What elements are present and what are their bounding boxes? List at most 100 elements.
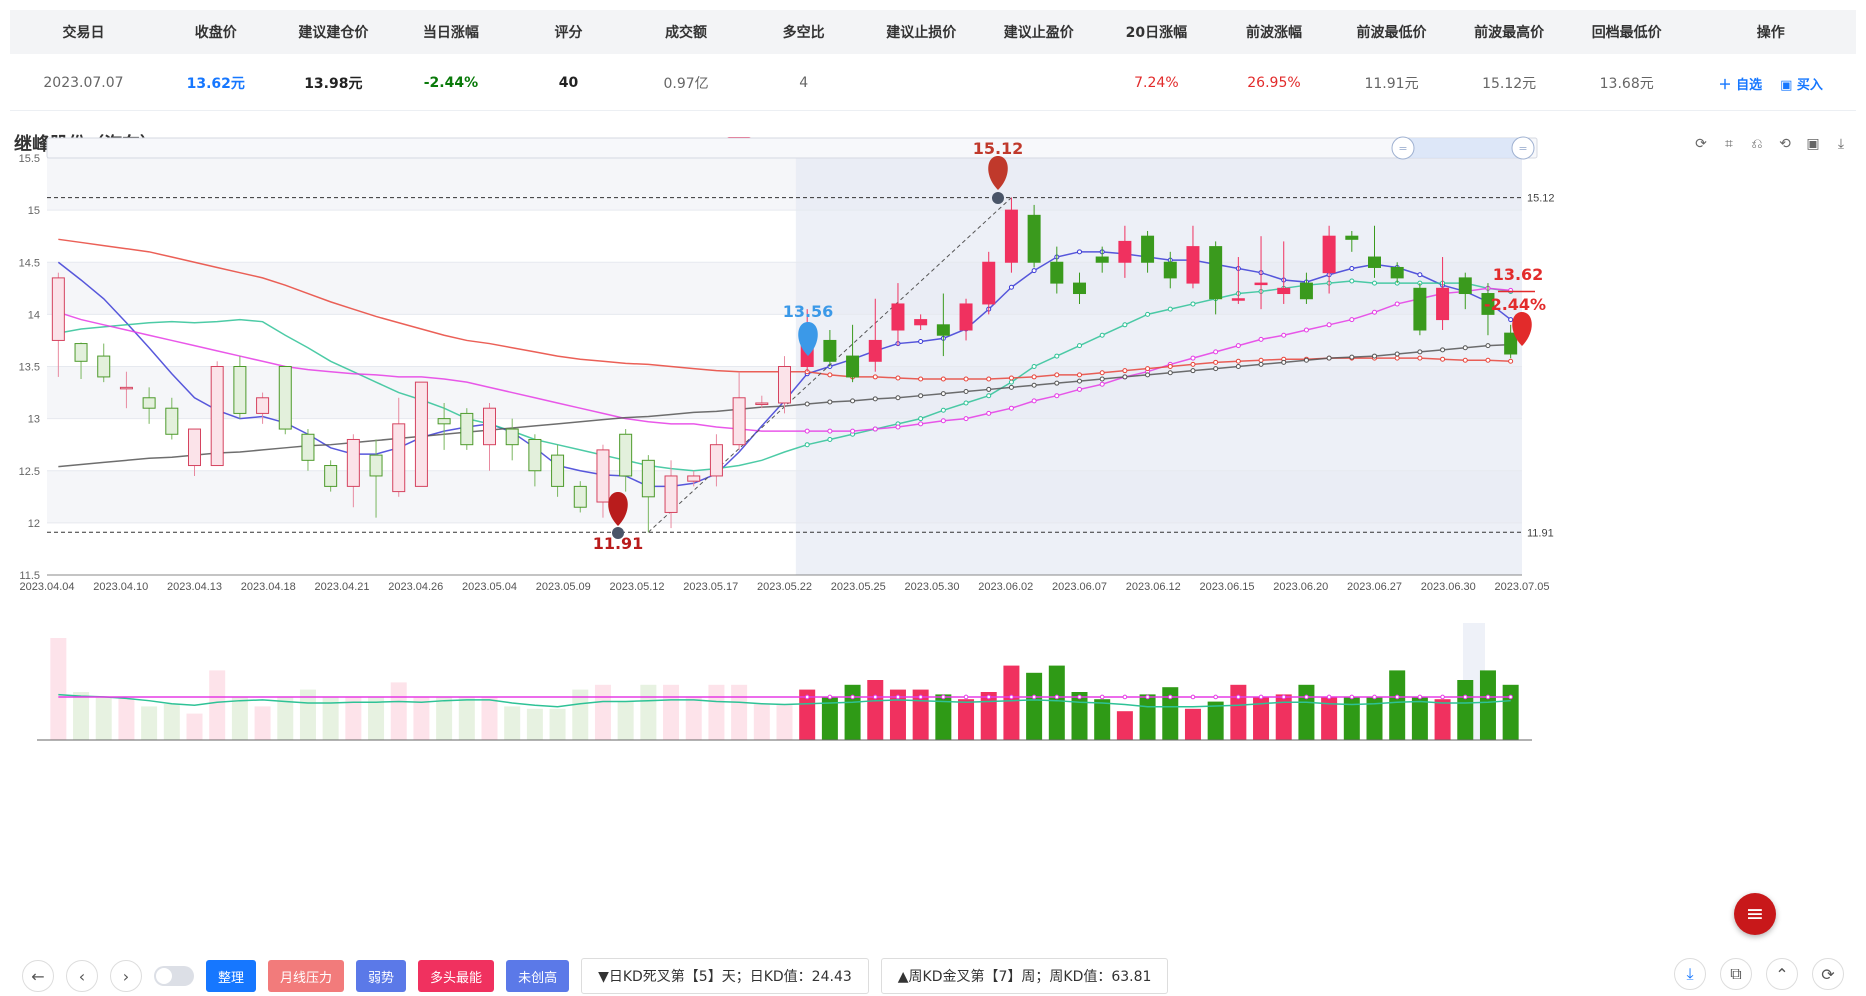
right-toolbar: ⤓ ⧉ ⌃ ⟳: [1674, 958, 1844, 990]
volume-bar: [617, 701, 634, 740]
ma-point: [986, 386, 992, 392]
volume-bar: [708, 684, 725, 740]
last-marker-pin-shape: [1512, 312, 1532, 346]
volume-bar: [436, 696, 453, 740]
volume-bar: [1343, 696, 1360, 740]
candle: [1277, 241, 1291, 304]
ma-point: [1190, 368, 1196, 374]
y-tick-label: 12: [28, 518, 40, 530]
volume-ma-point: [872, 694, 878, 700]
y-tick-label: 14: [28, 309, 40, 321]
ma-point: [872, 374, 878, 380]
candle: [1004, 197, 1018, 273]
kline-chart[interactable]: 15.5 15 14.5 14 13.5 13 12.5 12 11.5 15.12 11.91 20…: [0, 0, 1866, 900]
candle-body: [1004, 209, 1018, 263]
candle-body: [483, 407, 496, 446]
volume-ma-point: [1077, 694, 1082, 700]
select-icon[interactable]: ▣: [1806, 136, 1820, 152]
candle: [891, 283, 905, 346]
ma-point: [895, 395, 901, 401]
header-cell: 当日涨幅: [422, 25, 479, 41]
volume-ma-point: [1099, 694, 1105, 700]
cell-rise20: 7.24%: [1134, 75, 1179, 91]
signal-tag[interactable]: 多头最能: [418, 960, 495, 992]
x-tick-label: 2023.06.27: [1347, 581, 1402, 593]
refresh-icon[interactable]: ⟳: [1695, 136, 1707, 152]
volume-bar: [1071, 692, 1088, 740]
candle-body: [346, 438, 360, 487]
crop-icon[interactable]: ⌗: [1725, 136, 1733, 152]
header-cell: 成交额: [665, 25, 708, 41]
cell-turnover: 0.97亿: [663, 76, 709, 92]
download-button-icon[interactable]: ⤓: [1674, 958, 1706, 990]
ma-point: [918, 338, 924, 344]
volume-ma-point: [918, 694, 923, 700]
candle: [392, 397, 406, 497]
prev-icon[interactable]: ‹: [66, 960, 98, 992]
volume-bar: [889, 689, 906, 740]
candle-body: [1277, 287, 1291, 295]
x-tick-label: 2023.06.20: [1273, 581, 1328, 593]
volume-bar: [867, 680, 884, 740]
candle-body: [414, 381, 428, 487]
ma-point: [918, 376, 924, 382]
ma-point: [963, 376, 969, 382]
candle-body: [324, 465, 338, 487]
crop-back-icon[interactable]: ⎌: [1751, 136, 1763, 152]
candle: [1413, 283, 1427, 336]
x-tick-label: 2023.04.18: [241, 581, 296, 593]
header-cell: 评分: [554, 25, 583, 41]
copy-icon[interactable]: ⧉: [1720, 958, 1752, 990]
table-row[interactable]: 2023.07.07 13.62元 13.98元 -2.44% 40 0.97亿…: [10, 56, 1856, 111]
toggle-switch[interactable]: [154, 966, 194, 986]
candle-body: [505, 428, 519, 446]
candle-body: [641, 459, 655, 498]
header-cell: 建议建仓价: [298, 25, 369, 41]
signal-tag[interactable]: 月线压力: [268, 960, 345, 992]
signal-tag[interactable]: 整理: [206, 960, 257, 992]
ma-point: [1213, 349, 1219, 355]
ma-point: [1349, 266, 1355, 272]
candle-body: [97, 355, 111, 378]
volume-bar: [1230, 684, 1247, 740]
candle-body: [1322, 235, 1336, 274]
ma-point: [1235, 343, 1241, 349]
add-watchlist-button[interactable]: ＋ 自选: [1718, 77, 1763, 93]
bottom-toolbar: ← ‹ › 整理 月线压力 弱势 多头最能 未创高 ▼日KD死叉第【5】天；日KD值：2…: [22, 958, 1169, 994]
volume-ma-point: [1009, 694, 1014, 700]
back-icon[interactable]: ←: [22, 960, 54, 992]
next-icon[interactable]: ›: [110, 960, 142, 992]
ma-point: [1031, 374, 1037, 380]
ma-point: [1054, 380, 1060, 386]
ma-point: [1031, 398, 1037, 404]
volume-ma-line: [58, 693, 1511, 708]
volume-bar: [1479, 670, 1496, 740]
candle: [414, 381, 428, 487]
buy-button[interactable]: ▣ 买入: [1780, 77, 1823, 93]
download-icon[interactable]: ⤓: [1837, 136, 1845, 152]
scroll-top-icon[interactable]: ⌃: [1766, 958, 1798, 990]
ma-point: [918, 421, 924, 427]
candle-body: [301, 433, 315, 461]
ma-point: [1372, 280, 1377, 286]
candle-body: [982, 261, 996, 305]
volume-ma-point: [1394, 694, 1400, 700]
right-price-label: 15.12: [1527, 193, 1555, 205]
candle: [823, 330, 837, 367]
x-tick-label: 2023.05.22: [757, 581, 812, 593]
point-marker-pin-shape: [798, 322, 818, 356]
candle-body: [551, 454, 565, 487]
signal-tag[interactable]: 弱势: [356, 960, 407, 992]
header-cell: 前波最低价: [1356, 25, 1427, 41]
candle: [1368, 225, 1381, 278]
candle-body: [1209, 246, 1223, 300]
volume-bar: [95, 696, 112, 740]
menu-icon[interactable]: ≡: [1734, 893, 1776, 935]
candle-body: [256, 397, 270, 414]
candle-body: [1458, 277, 1472, 295]
sync-icon[interactable]: ⟳: [1812, 958, 1844, 990]
signal-tag[interactable]: 未创高: [506, 960, 570, 992]
ma-point: [872, 396, 878, 402]
restore-icon[interactable]: ⟲: [1779, 136, 1791, 152]
high-marker-pin: [988, 156, 1008, 190]
